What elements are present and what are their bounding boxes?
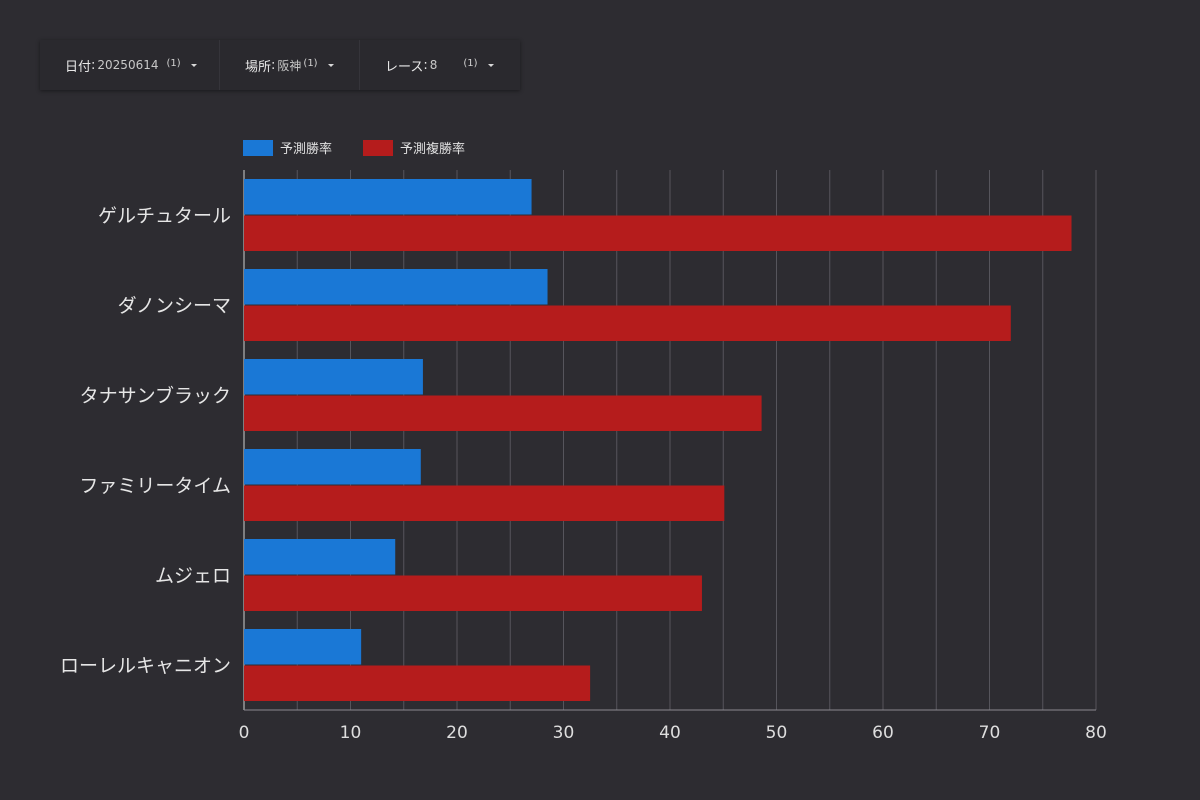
date-filter-label: 日付 xyxy=(65,59,92,75)
x-tick-label: 0 xyxy=(239,723,250,743)
bar-place-rate[interactable] xyxy=(244,485,725,522)
bar-place-rate[interactable] xyxy=(244,305,1011,342)
bar-place-rate[interactable] xyxy=(244,395,762,432)
x-tick-label: 50 xyxy=(766,723,788,743)
x-tick-label: 80 xyxy=(1085,723,1107,743)
date-filter[interactable]: 日付: 20250614 (1) xyxy=(40,40,220,90)
race-filter-count: (1) xyxy=(463,57,478,69)
race-filter-label: レース xyxy=(385,59,424,75)
category-label: タナサンブラック xyxy=(80,384,231,407)
legend-swatch xyxy=(363,140,393,156)
bar-win-rate[interactable] xyxy=(244,269,548,305)
bar-place-rate[interactable] xyxy=(244,215,1072,252)
legend-label: 予測勝率 xyxy=(280,141,332,157)
x-tick-label: 10 xyxy=(340,723,362,743)
venue-filter-count: (1) xyxy=(303,57,318,69)
category-label: ムジェロ xyxy=(155,565,231,587)
bar-place-rate[interactable] xyxy=(244,665,591,702)
venue-filter-colon: : xyxy=(271,57,276,73)
category-label: ファミリータイム xyxy=(79,475,231,497)
caret-down-icon xyxy=(190,64,197,67)
venue-filter-label: 場所 xyxy=(245,59,272,75)
filter-bar: 日付: 20250614 (1) 場所: 阪神 (1) レース: 8 (1) xyxy=(40,40,520,90)
x-tick-label: 70 xyxy=(979,723,1001,743)
race-filter[interactable]: レース: 8 (1) xyxy=(360,40,520,90)
date-filter-value: 20250614 xyxy=(97,58,159,72)
x-tick-label: 40 xyxy=(659,723,681,743)
category-label: ダノンシーマ xyxy=(118,295,231,317)
bar-win-rate[interactable] xyxy=(244,359,423,395)
bar-win-rate[interactable] xyxy=(244,449,421,485)
venue-filter-value: 阪神 xyxy=(277,58,302,73)
x-tick-label: 60 xyxy=(872,723,894,743)
category-label: ローレルキャニオン xyxy=(60,655,231,677)
venue-filter[interactable]: 場所: 阪神 (1) xyxy=(220,40,360,90)
legend-swatch xyxy=(243,140,273,156)
race-filter-colon: : xyxy=(423,57,428,73)
date-filter-colon: : xyxy=(91,57,96,73)
x-tick-label: 30 xyxy=(553,723,575,743)
bar-win-rate[interactable] xyxy=(244,629,362,665)
date-filter-count: (1) xyxy=(166,57,181,69)
legend-label: 予測複勝率 xyxy=(400,141,465,157)
bar-place-rate[interactable] xyxy=(244,575,702,612)
category-label: ゲルチュタール xyxy=(98,205,231,227)
bar-win-rate[interactable] xyxy=(244,539,396,575)
x-tick-label: 20 xyxy=(446,723,468,743)
caret-down-icon xyxy=(327,64,334,67)
bar-win-rate[interactable] xyxy=(244,179,532,215)
caret-down-icon xyxy=(487,64,494,67)
race-filter-value: 8 xyxy=(429,58,438,72)
